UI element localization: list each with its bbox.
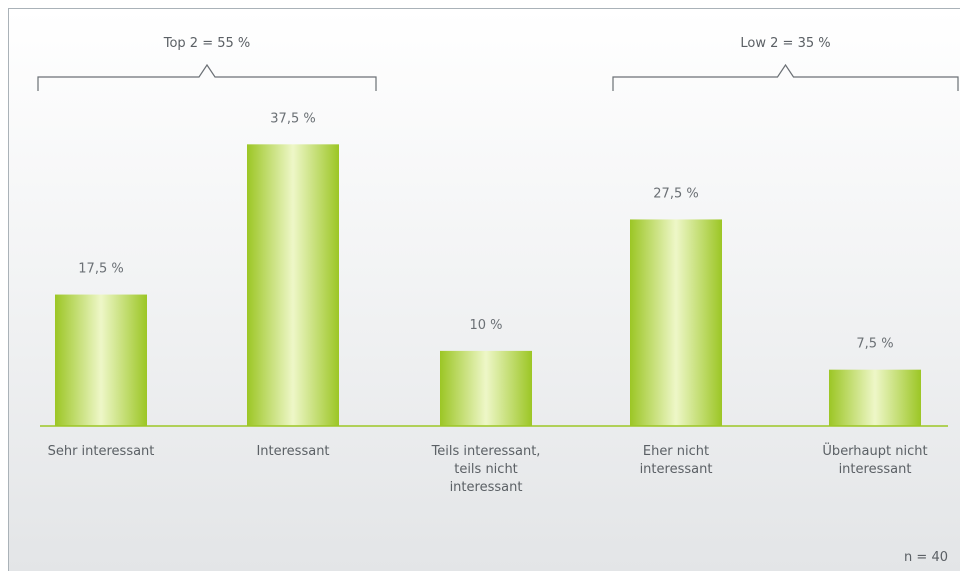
bracket-label-1: Low 2 = 35 % [740, 36, 830, 51]
category-label-4: Überhaupt nicht interessant [822, 442, 927, 477]
bar-1 [247, 144, 339, 427]
value-label-2: 10 % [469, 318, 502, 333]
category-label-1: Interessant [256, 444, 329, 459]
bar-0 [55, 294, 147, 426]
category-label-2: Teils interessant, teils nicht interessant [431, 444, 541, 495]
bar-2 [440, 350, 532, 426]
chart-frame [8, 8, 960, 571]
bracket-label-0: Top 2 = 55 % [163, 36, 251, 51]
value-label-3: 27,5 % [653, 186, 698, 201]
value-label-0: 17,5 % [78, 262, 123, 277]
bar-3 [630, 219, 722, 426]
bar-4 [829, 369, 921, 426]
sample-size-note: n = 40 [904, 550, 948, 565]
bracket-0 [37, 63, 377, 91]
value-label-4: 7,5 % [856, 337, 893, 352]
category-label-3: Eher nicht interessant [640, 444, 713, 477]
value-label-1: 37,5 % [270, 111, 315, 126]
bracket-1 [612, 63, 959, 91]
category-label-0: Sehr interessant [48, 444, 155, 459]
